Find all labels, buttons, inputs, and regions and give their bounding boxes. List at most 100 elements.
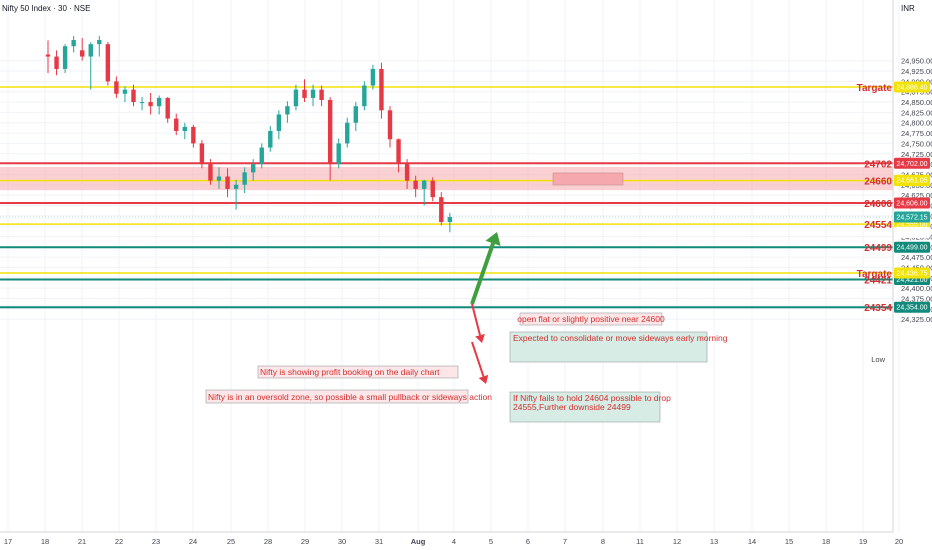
price-tag: 24,555.00 bbox=[896, 222, 927, 229]
trend-arrow-head bbox=[485, 232, 501, 246]
level-label: 24499 bbox=[864, 243, 892, 254]
candle-body bbox=[319, 89, 324, 100]
annotations: open flat or slightly positive near 2460… bbox=[205, 172, 728, 423]
price-tag: 24,499.00 bbox=[896, 245, 927, 252]
candle-body bbox=[105, 44, 111, 82]
level-label: 24606 bbox=[864, 199, 892, 210]
level-label: 24702 bbox=[864, 159, 892, 170]
candle-body bbox=[396, 139, 401, 165]
x-tick-label: 14 bbox=[748, 537, 756, 546]
y-tick-label: 24,625.00 bbox=[901, 191, 932, 200]
x-tick-label: 7 bbox=[563, 537, 567, 546]
candle-body bbox=[370, 68, 376, 86]
candle-body bbox=[276, 114, 282, 132]
candle-body bbox=[233, 184, 239, 189]
annotation-text: open flat or slightly positive near 2460… bbox=[517, 314, 665, 324]
candle-body bbox=[413, 180, 418, 189]
y-tick-label: 24,750.00 bbox=[901, 139, 932, 148]
price-tag: 24,572.15 bbox=[896, 214, 927, 221]
price-tag-bg bbox=[894, 267, 930, 279]
price-tag: 24,535.05 bbox=[896, 230, 927, 237]
x-tick-label: 31 bbox=[375, 537, 383, 546]
candle-body bbox=[216, 176, 222, 181]
trend-arrow-head bbox=[478, 374, 489, 384]
level-label: 24554 bbox=[864, 220, 892, 231]
price-tag-bg bbox=[894, 301, 930, 313]
price-tag-bg bbox=[894, 226, 930, 238]
price-tag-bg bbox=[894, 157, 930, 169]
candle-body bbox=[122, 89, 128, 94]
trend-arrow-shaft bbox=[471, 341, 485, 377]
level-label: 24421 bbox=[864, 275, 892, 286]
price-tag: 24,421.00 bbox=[896, 277, 927, 284]
grid bbox=[0, 0, 900, 532]
annotation-box bbox=[257, 365, 459, 379]
candle-body bbox=[165, 97, 170, 119]
x-tick-label: 13 bbox=[710, 537, 718, 546]
x-tick-label: 24 bbox=[189, 537, 197, 546]
candle-body bbox=[199, 143, 205, 165]
candle-body bbox=[353, 106, 358, 123]
candle-body bbox=[422, 180, 427, 189]
candle-body bbox=[439, 197, 444, 222]
x-tick-label: 25 bbox=[227, 537, 235, 546]
x-tick-label: 12 bbox=[673, 537, 681, 546]
x-tick-label: 30 bbox=[338, 537, 346, 546]
symbol-title[interactable]: Nifty 50 Index · 30 · NSE bbox=[2, 4, 90, 13]
level-label: 24660 bbox=[864, 177, 892, 188]
candle-body bbox=[54, 56, 59, 69]
candle-body bbox=[242, 172, 247, 185]
x-tick-label: 21 bbox=[78, 537, 86, 546]
y-tick-label: 24,775.00 bbox=[901, 129, 932, 138]
x-tick-label: 18 bbox=[822, 537, 830, 546]
candle-body bbox=[251, 164, 256, 173]
x-tick-label: 6 bbox=[526, 537, 530, 546]
price-tag: 24,354.00 bbox=[896, 305, 927, 312]
candle-body bbox=[114, 81, 119, 94]
candle-body bbox=[447, 217, 453, 222]
candle-body bbox=[225, 176, 230, 189]
annotation-box bbox=[509, 391, 661, 423]
candle-body bbox=[62, 46, 68, 69]
annotation-text: Expected to consolidate or move sideways… bbox=[513, 333, 728, 343]
y-tick-label: 24,325.00 bbox=[901, 315, 932, 324]
candles bbox=[45, 35, 453, 233]
y-tick-label: 24,725.00 bbox=[901, 150, 932, 159]
currency-label[interactable]: INR bbox=[901, 4, 915, 13]
candle-body bbox=[430, 180, 435, 198]
price-tag-bg bbox=[894, 81, 930, 93]
candle-body bbox=[182, 126, 187, 132]
level-label: 24354 bbox=[864, 303, 892, 314]
y-tick-label: 24,475.00 bbox=[901, 253, 932, 262]
annotation-text: Nifty is in an oversold zone, so possibl… bbox=[208, 392, 492, 402]
price-tag: 24,702.00 bbox=[896, 161, 927, 168]
x-tick-label: 5 bbox=[489, 537, 493, 546]
trend-arrow-head bbox=[475, 334, 485, 343]
price-tag: 24,436.75 bbox=[896, 270, 927, 277]
candle-body bbox=[327, 99, 333, 165]
candle-body bbox=[387, 110, 393, 140]
candle-body bbox=[131, 89, 136, 103]
candle-body bbox=[285, 106, 290, 115]
levels: 24702 24660 24606 24554 24499 24421 24354 Targa… bbox=[0, 83, 893, 314]
x-tick-label: 28 bbox=[264, 537, 272, 546]
price-tag: 24,661.05 bbox=[896, 178, 927, 185]
candle-body bbox=[259, 147, 264, 165]
important-level-zone bbox=[0, 166, 893, 191]
candle-body bbox=[310, 89, 316, 98]
annotation-box bbox=[205, 389, 469, 404]
annotation-text: If Nifty fails to hold 24604 possible to… bbox=[513, 393, 671, 403]
low-label: Low bbox=[871, 355, 885, 364]
arrows bbox=[470, 232, 501, 384]
y-tick-label: 24,950.00 bbox=[901, 57, 932, 66]
candle-body bbox=[379, 68, 384, 111]
candle-body bbox=[139, 102, 145, 104]
candle-body bbox=[88, 44, 93, 57]
annotation-box bbox=[509, 331, 708, 363]
annotation-box bbox=[519, 312, 663, 326]
trend-arrow-shaft bbox=[470, 242, 495, 305]
annotation-text: Nifty is showing profit booking on the d… bbox=[260, 367, 440, 377]
time-axis[interactable]: 17 18 21 22 23 24 25 28 29 30 31 Aug 4 5 6 7 8 11 12 13 14 15… bbox=[4, 537, 903, 546]
x-tick-label: 20 bbox=[895, 537, 903, 546]
